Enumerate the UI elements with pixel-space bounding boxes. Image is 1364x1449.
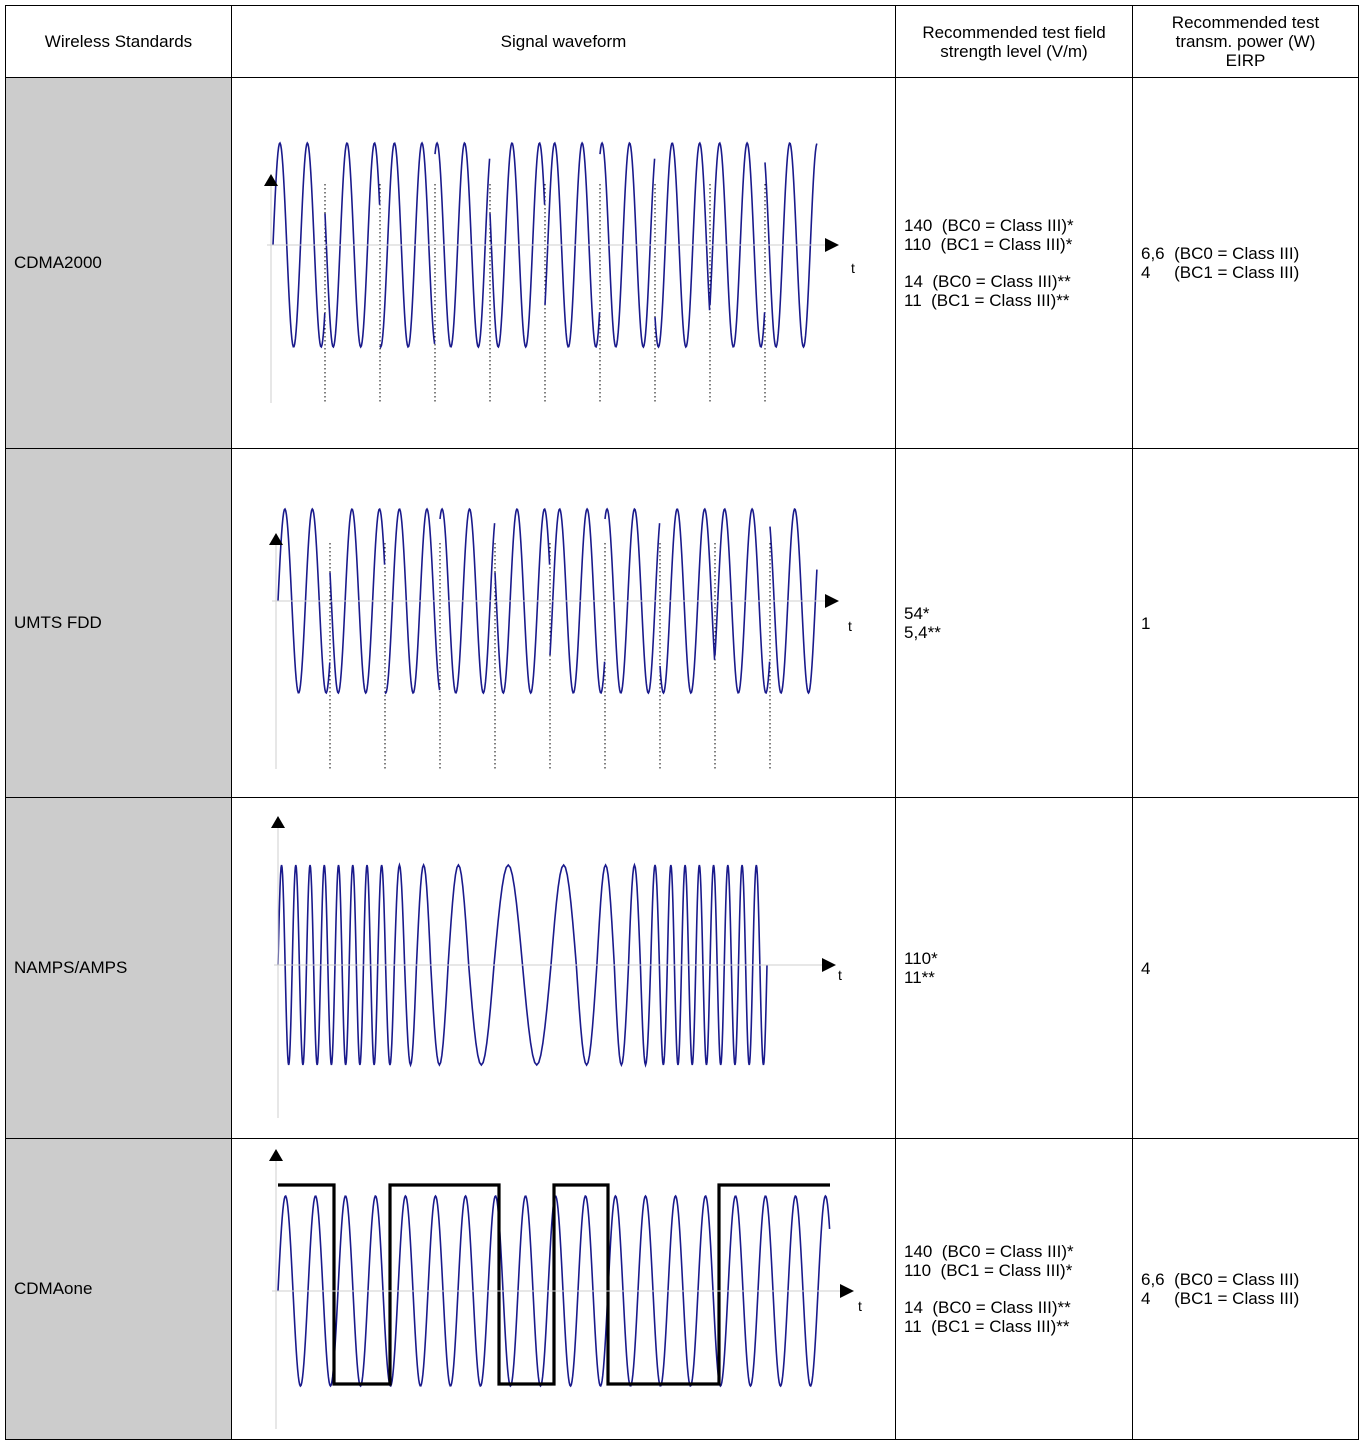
signal-waveform-trace [599,141,656,349]
field-strength-line: 54* [904,604,930,623]
signal-waveform-trace [659,507,716,695]
wireless-standards-table: Wireless Standards Signal waveform Recom… [5,5,1359,1440]
x-axis-arrow-icon [825,238,839,252]
signal-waveform-trace [324,141,381,349]
signal-waveform-trace [549,507,606,695]
table-row: UMTS FDD t 54* 5,4** 1 [5,448,1359,798]
header-power-line2: transm. power (W) [1175,32,1316,51]
signal-waveform-trace [434,141,491,349]
field-strength-line: 14 (BC0 = Class III)** [904,1298,1071,1317]
standard-name: NAMPS/AMPS [5,797,232,1139]
time-axis-label: t [838,967,842,983]
signal-waveform-trace [489,141,546,349]
namps-amps-waveform-plot: t [271,816,842,1118]
transmit-power-cell: 6,6 (BC0 = Class III) 4 (BC1 = Class III… [1132,77,1359,449]
waveform-cell: t [231,77,896,449]
y-axis-arrow-icon [269,533,283,545]
cdmaone-waveform-plot: t [269,1149,862,1429]
field-strength-line: 11** [904,968,935,987]
signal-waveform-trace [439,507,496,695]
field-strength-line: 110 (BC1 = Class III)* [904,235,1073,254]
header-transmit-power: Recommended test transm. power (W) EIRP [1132,5,1359,78]
y-axis-arrow-icon [271,816,285,828]
y-axis-arrow-icon [264,174,278,186]
gating-square-wave [278,1183,830,1386]
field-strength-line: 5,4** [904,623,941,642]
field-strength-cell: 140 (BC0 = Class III)* 110 (BC1 = Class … [895,1138,1133,1440]
transmit-power-line: 4 [1141,958,1151,978]
table-row: CDMAone t 140 (BC0 = Class III)* 110 (BC… [5,1138,1359,1440]
time-axis-label: t [858,1298,862,1314]
transmit-power-line: 6,6 (BC0 = Class III) [1141,244,1300,263]
field-strength-line: 110 (BC1 = Class III)* [904,1261,1073,1280]
header-field-strength-line2: strength level (V/m) [940,41,1088,61]
signal-waveform-trace [384,507,441,695]
header-signal-waveform: Signal waveform [231,5,896,78]
x-axis-arrow-icon [825,594,839,608]
table-row: NAMPS/AMPS t 110* 11** 4 [5,797,1359,1139]
signal-waveform-trace [379,141,436,349]
field-strength-cell: 140 (BC0 = Class III)* 110 (BC1 = Class … [895,77,1133,449]
transmit-power-line: 4 (BC1 = Class III) [1141,1289,1300,1308]
cdma2000-waveform-plot: t [264,141,855,403]
header-wireless-standards: Wireless Standards [5,5,232,78]
signal-waveform-trace [709,141,766,349]
field-strength-line: 140 (BC0 = Class III)* [904,1242,1074,1261]
header-row: Wireless Standards Signal waveform Recom… [5,5,1359,78]
signal-waveform-trace [769,508,818,695]
field-strength-cell: 54* 5,4** [895,448,1133,798]
umts-fdd-waveform-plot: t [269,507,852,769]
signal-waveform-trace [654,141,711,349]
field-strength-line: 11 (BC1 = Class III)** [904,291,1070,310]
signal-waveform-trace [544,141,601,349]
waveform-cell: t [231,448,896,798]
y-axis-arrow-icon [269,1149,283,1161]
time-axis-label: t [848,618,852,634]
transmit-power-cell: 6,6 (BC0 = Class III) 4 (BC1 = Class III… [1132,1138,1359,1440]
standard-name: CDMAone [5,1138,232,1440]
field-strength-line: 11 (BC1 = Class III)** [904,1317,1070,1336]
header-power-line3: EIRP [1225,51,1266,70]
field-strength-line: 110* [904,949,938,968]
header-field-strength: Recommended test field strength level (V… [895,5,1133,78]
signal-waveform-trace [764,142,818,349]
signal-waveform-trace [277,507,331,695]
standard-name: UMTS FDD [5,448,232,798]
signal-waveform-trace [494,507,551,695]
transmit-power-cell: 4 [1132,797,1359,1139]
table-row: CDMA2000 t 140 (BC0 = Class III)* 110 (B… [5,77,1359,449]
standard-name: CDMA2000 [5,77,232,449]
field-strength-line: 140 (BC0 = Class III)* [904,216,1074,235]
header-power-line1: Recommended test [1171,13,1320,32]
field-strength-line: 14 (BC0 = Class III)** [904,272,1071,291]
transmit-power-line: 1 [1141,613,1151,633]
waveform-cell: t [231,797,896,1139]
transmit-power-line: 4 (BC1 = Class III) [1141,263,1300,282]
signal-waveform-trace [272,141,326,349]
signal-waveform-trace [604,507,661,695]
transmit-power-line: 6,6 (BC0 = Class III) [1141,1270,1300,1289]
field-strength-cell: 110* 11** [895,797,1133,1139]
waveform-cell: t [231,1138,896,1440]
time-axis-label: t [851,260,855,276]
transmit-power-cell: 1 [1132,448,1359,798]
signal-waveform-trace [714,507,771,695]
x-axis-arrow-icon [822,958,836,972]
header-field-strength-line1: Recommended test field [922,22,1106,42]
signal-waveform-trace [329,507,386,695]
x-axis-arrow-icon [840,1284,854,1298]
